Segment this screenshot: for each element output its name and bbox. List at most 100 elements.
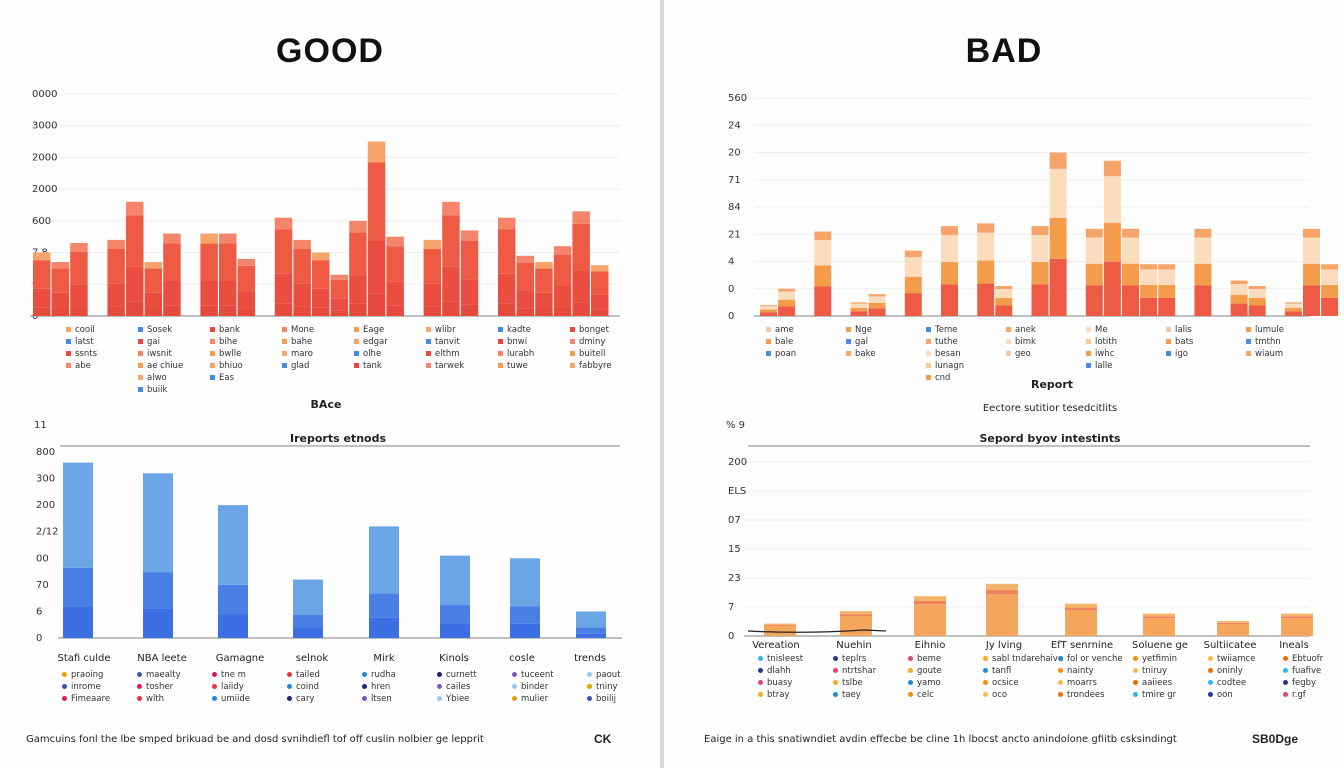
legend-item: r.gf [1283, 689, 1323, 701]
legend-item: lalis [1166, 324, 1193, 336]
legend-label: aaiiees [1142, 678, 1173, 688]
legend-swatch [1166, 327, 1171, 332]
bar-segment [144, 308, 163, 316]
legend-label: wiaum [1255, 349, 1284, 359]
legend-label: tuwe [507, 361, 528, 371]
bar-segment [423, 249, 442, 284]
legend-label: edgar [363, 337, 388, 347]
bar-segment [535, 292, 553, 309]
legend-label: cailes [446, 682, 471, 692]
legend-item: bhiuo [210, 360, 243, 372]
bar-segment [274, 229, 293, 274]
legend-swatch [287, 684, 292, 689]
bar-segment [1049, 152, 1067, 169]
bar-segment [442, 301, 460, 316]
legend-column: sabl tndarehaive tanfl ocsice oco [983, 653, 1063, 701]
legend-column: Me lotith iwhc lalle [1086, 324, 1117, 372]
bar-segment [995, 305, 1013, 316]
legend-label: glad [291, 361, 310, 371]
x-tick-label: trends [574, 653, 606, 664]
bar-segment [1122, 263, 1139, 286]
legend-swatch [758, 680, 763, 685]
legend-swatch [570, 363, 575, 368]
legend-item: cary [287, 693, 320, 705]
legend-label: tuthe [935, 337, 958, 347]
x-tick-label: NBA leete [137, 653, 187, 664]
legend-label: igo [1175, 349, 1188, 359]
legend-item: paout [587, 669, 621, 681]
legend-swatch [1166, 339, 1171, 344]
legend-label: iwhc [1095, 349, 1115, 359]
bar-segment [237, 258, 256, 266]
legend-swatch [512, 696, 517, 701]
bar-segment [293, 627, 323, 638]
legend-item: ssnts [66, 348, 97, 360]
legend-item: tslbe [833, 677, 876, 689]
bar-segment [868, 296, 886, 303]
legend-label: tanvit [435, 337, 460, 347]
bar-segment [442, 201, 460, 216]
bar-segment [218, 584, 248, 615]
bar-segment [914, 604, 946, 636]
legend-swatch [66, 339, 71, 344]
legend-label: taey [842, 690, 861, 700]
chart-title: Report [1031, 378, 1073, 391]
legend-swatch [983, 668, 988, 673]
legend-swatch [926, 327, 931, 332]
y-tick-label: 200 [36, 500, 55, 511]
bar-segment [460, 230, 479, 241]
legend-swatch [498, 363, 503, 368]
legend-label: Eas [219, 373, 235, 383]
x-tick-label: Stafi culde [58, 653, 111, 664]
legend-label: praoing [71, 670, 104, 680]
legend-swatch [62, 672, 67, 677]
legend-swatch [766, 351, 771, 356]
trend-line [747, 629, 887, 633]
bar-segment [440, 605, 470, 624]
legend-label: poan [775, 349, 797, 359]
good-footer-tag: CK [594, 732, 612, 746]
legend-label: abe [75, 361, 91, 371]
x-tick-label: Sultiicatee [1204, 640, 1257, 651]
bar-segment [1085, 237, 1103, 264]
bar-segment [144, 268, 163, 293]
legend-column: beme goute yamo celc [908, 653, 942, 701]
bar-segment [312, 260, 330, 289]
legend-swatch [210, 363, 215, 368]
legend-swatch [926, 375, 931, 380]
legend-label: kadte [507, 325, 531, 335]
bar-segment [995, 289, 1013, 299]
legend-column: wlibr tanvit elthm tarwek [426, 324, 464, 372]
legend-label: paout [596, 670, 621, 680]
bar-segment [51, 268, 70, 293]
legend-swatch [287, 696, 292, 701]
bar-segment [143, 608, 173, 638]
bar-segment [219, 233, 237, 244]
bar-segment [349, 232, 367, 276]
bar-segment [423, 239, 442, 250]
legend-label: bnwi [507, 337, 528, 347]
y-tick-label: 23 [728, 573, 741, 584]
legend-swatch [354, 327, 359, 332]
legend-swatch [1208, 692, 1213, 697]
legend-label: trondees [1067, 690, 1105, 700]
legend-column: ame bale poan [766, 324, 796, 360]
legend-item: lurabh [498, 348, 534, 360]
bar-segment [33, 307, 51, 316]
bar-segment [1103, 160, 1121, 177]
bar-segment [1303, 228, 1320, 238]
bar-segment [1158, 264, 1176, 270]
bar-segment [1143, 613, 1175, 617]
bar-segment [572, 302, 590, 316]
legend-label: moarrs [1067, 678, 1097, 688]
legend-swatch [138, 351, 143, 356]
legend-item: tank [354, 360, 388, 372]
legend-label: fol or venche [1067, 654, 1123, 664]
legend-swatch [1058, 668, 1063, 673]
legend-swatch [766, 327, 771, 332]
y-tick-label: 70 [36, 580, 49, 591]
legend-label: cnd [935, 373, 951, 383]
legend-label: alwo [147, 373, 167, 383]
legend-label: geo [1015, 349, 1031, 359]
legend-swatch [210, 351, 215, 356]
